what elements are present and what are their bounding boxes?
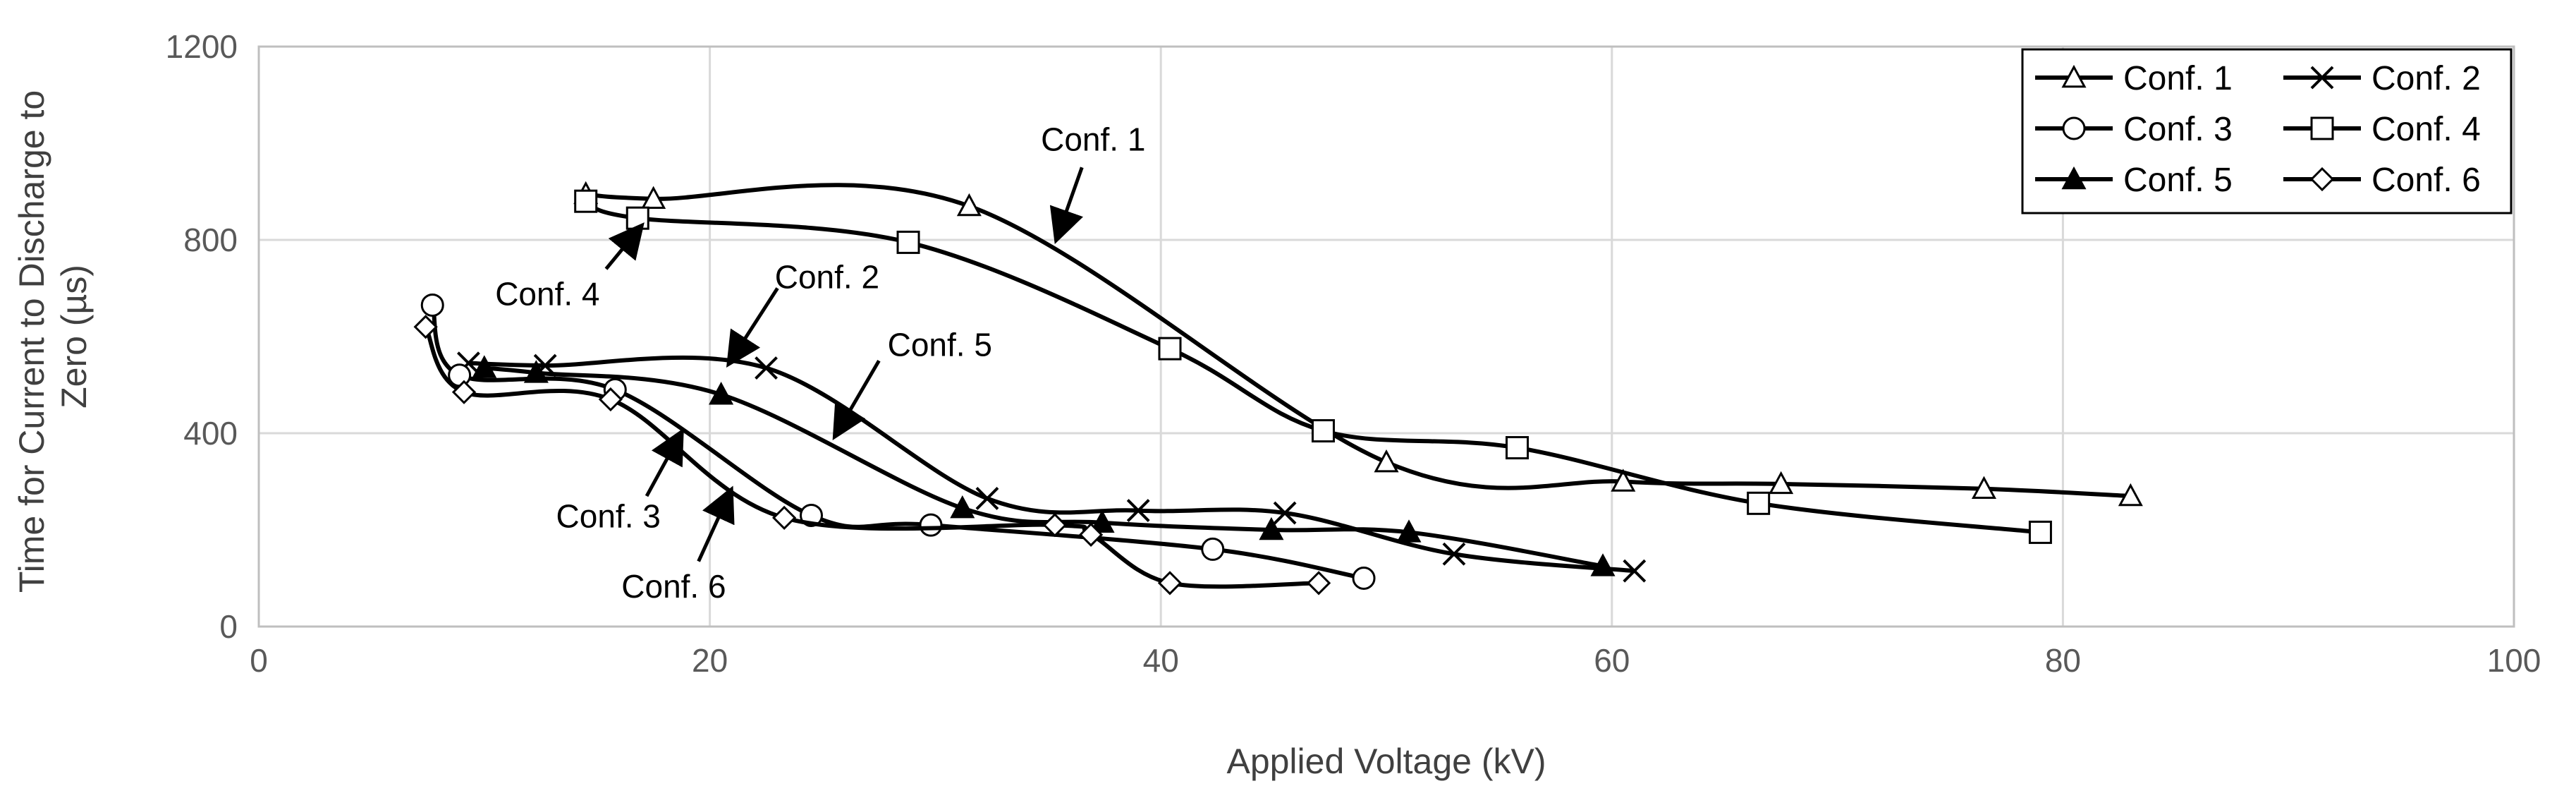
legend-marker-conf-2: [2310, 66, 2334, 90]
data-point-conf-4-5: [1505, 436, 1529, 460]
annotation-arrow-conf-6: [697, 485, 735, 562]
annotation-label-conf-1: Conf. 1: [1041, 121, 1145, 157]
data-point-conf-1-7: [2118, 483, 2143, 507]
series-line-conf-2: [466, 355, 1637, 574]
legend-marker-conf-4: [2310, 116, 2334, 140]
data-point-conf-5-7: [1590, 553, 1616, 576]
data-point-conf-3-5: [1201, 537, 1225, 561]
legend-item-conf-4: Conf. 4: [2283, 111, 2481, 148]
data-point-conf-5-3: [950, 495, 975, 519]
series-conf-3: [420, 293, 1376, 590]
data-point-conf-6-5: [1078, 522, 1104, 547]
annotation-label-conf-6: Conf. 6: [621, 568, 726, 605]
data-point-conf-5-4: [1089, 509, 1115, 533]
data-point-conf-2-7: [1623, 559, 1647, 583]
legend-label-conf-2: Conf. 2: [2371, 60, 2481, 97]
annotation-label-conf-3: Conf. 3: [556, 498, 661, 535]
annotation-arrow-conf-3: [645, 428, 684, 497]
plot-area-border: [257, 45, 2515, 628]
legend-item-conf-3: Conf. 3: [2035, 111, 2233, 148]
legend-item-conf-1: Conf. 1: [2035, 60, 2233, 97]
legend-label-conf-1: Conf. 1: [2123, 60, 2233, 97]
x-tick-label-40: 40: [1143, 642, 1179, 679]
legend-marker-conf-6: [2309, 167, 2335, 192]
data-point-conf-4-1: [625, 206, 649, 230]
data-point-conf-3-0: [420, 293, 444, 317]
data-point-conf-6-0: [413, 315, 438, 339]
tick-labels: 0 20 40 60 80 100 0 400 800 1200: [166, 28, 2541, 679]
data-point-conf-3-6: [1352, 567, 1376, 590]
legend: Conf. 1 Conf. 2 Conf. 3 Conf. 4 Conf. 5 Conf.…: [2021, 48, 2513, 214]
data-point-conf-5-1: [523, 360, 549, 383]
data-point-conf-6-4: [1042, 513, 1068, 538]
data-point-conf-3-4: [919, 513, 943, 537]
legend-label-conf-3: Conf. 3: [2123, 111, 2233, 148]
x-tick-label-60: 60: [1594, 642, 1630, 679]
data-point-conf-6-6: [1157, 571, 1183, 596]
data-point-conf-1-6: [1971, 476, 1996, 500]
data-point-conf-1-3: [1374, 449, 1399, 473]
legend-marker-conf-5: [2061, 166, 2087, 190]
y-tick-label-1200: 1200: [166, 28, 238, 65]
series-lines: [413, 181, 2143, 596]
annotation-label-conf-2: Conf. 2: [775, 259, 879, 296]
x-tick-label-0: 0: [250, 642, 268, 679]
legend-marker-conf-1: [2061, 64, 2087, 88]
y-axis-title-line-1: Time for Current to Discharge to: [12, 90, 51, 593]
legend-label-conf-5: Conf. 5: [2123, 162, 2233, 199]
annotation-arrow-conf-2: [726, 287, 779, 368]
y-axis-title: Time for Current to Discharge to Zero (µ…: [12, 80, 94, 593]
data-point-conf-1-4: [1611, 468, 1636, 492]
legend-item-conf-6: Conf. 6: [2283, 162, 2481, 199]
series-line-conf-1: [583, 183, 2133, 499]
series-conf-4: [574, 189, 2052, 544]
data-point-conf-5-0: [472, 355, 497, 378]
y-tick-label-400: 400: [183, 415, 238, 452]
x-tick-label-100: 100: [2487, 642, 2541, 679]
data-point-conf-6-1: [451, 380, 477, 404]
data-point-conf-1-1: [641, 186, 666, 210]
data-point-conf-4-2: [896, 230, 920, 254]
legend-label-conf-6: Conf. 6: [2371, 162, 2481, 199]
y-tick-label-0: 0: [219, 608, 238, 645]
annotation-arrow-conf-1: [1049, 167, 1084, 245]
data-point-conf-6-3: [772, 505, 797, 530]
data-point-conf-4-4: [1311, 419, 1335, 443]
annotation-arrow-conf-4: [604, 222, 645, 270]
series-conf-1: [573, 181, 2143, 507]
data-point-conf-4-0: [574, 189, 598, 213]
annotation-arrow-conf-5: [832, 359, 881, 441]
series-conf-5: [472, 355, 1616, 576]
data-point-conf-4-6: [1747, 491, 1771, 515]
y-tick-label-800: 800: [183, 222, 238, 258]
data-point-conf-5-2: [709, 382, 734, 405]
annotation-label-conf-4: Conf. 4: [495, 275, 599, 312]
legend-label-conf-4: Conf. 4: [2371, 111, 2481, 148]
legend-item-conf-5: Conf. 5: [2035, 162, 2233, 199]
x-axis-title: Applied Voltage (kV): [1226, 742, 1546, 781]
data-point-conf-6-7: [1306, 571, 1331, 596]
data-point-conf-6-2: [598, 387, 623, 412]
data-point-conf-4-3: [1158, 337, 1182, 361]
data-point-conf-2-3: [975, 487, 999, 510]
data-point-conf-5-6: [1396, 519, 1422, 543]
series-conf-6: [413, 315, 1331, 596]
series-line-conf-6: [423, 325, 1321, 589]
data-point-conf-2-4: [1126, 499, 1150, 523]
axis-titles: Applied Voltage (kV) Time for Current to…: [12, 80, 1546, 781]
x-tick-label-80: 80: [2045, 642, 2081, 679]
data-point-conf-4-7: [2028, 520, 2052, 544]
data-point-conf-1-2: [956, 193, 982, 217]
x-tick-label-20: 20: [692, 642, 728, 679]
data-point-conf-1-5: [1769, 471, 1794, 495]
legend-item-conf-2: Conf. 2: [2283, 60, 2481, 97]
data-point-conf-2-5: [1273, 501, 1297, 525]
data-point-conf-2-6: [1442, 542, 1466, 566]
legend-marker-conf-3: [2062, 116, 2086, 140]
data-point-conf-5-5: [1259, 516, 1284, 540]
annotation-label-conf-5: Conf. 5: [888, 326, 992, 363]
y-axis-title-line-2: Zero (µs): [54, 265, 94, 409]
